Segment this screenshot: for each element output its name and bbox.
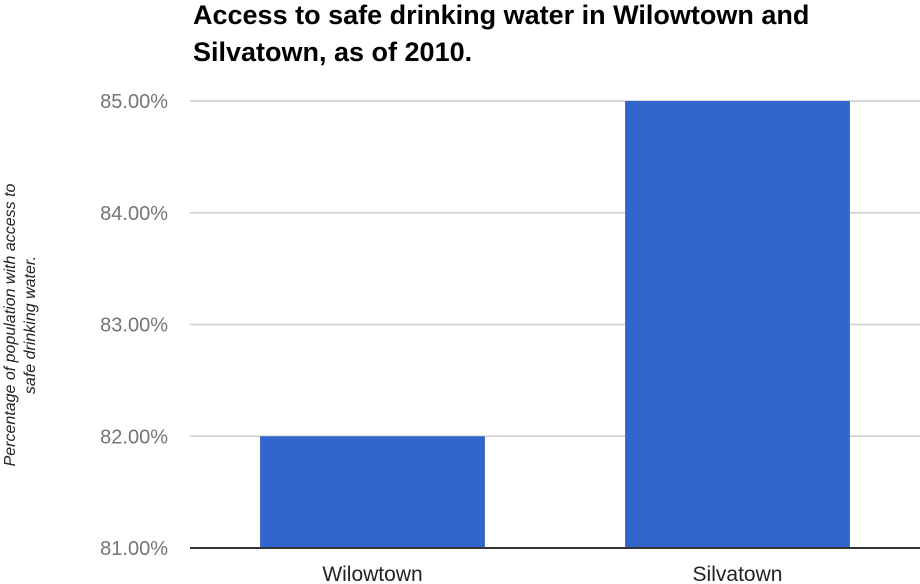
y-tick-label: 84.00% — [100, 203, 168, 225]
y-axis-label-line-1: Percentage of population with access to — [2, 183, 19, 466]
bars — [260, 101, 850, 548]
chart-title-line-1: Access to safe drinking water in Wilowto… — [193, 0, 809, 30]
y-tick-label: 83.00% — [100, 315, 168, 337]
bar — [625, 101, 850, 548]
y-tick-label: 85.00% — [100, 91, 168, 113]
y-axis-label-line-2: safe drinking water. — [22, 256, 39, 394]
x-tick-label: Wilowtown — [322, 563, 422, 584]
y-tick-label: 82.00% — [100, 426, 168, 448]
y-tick-labels: 81.00% 82.00% 83.00% 84.00% 85.00% — [100, 91, 168, 560]
bar — [260, 436, 485, 548]
chart-title-line-2: Silvatown, as of 2010. — [193, 37, 472, 67]
x-tick-label: Silvatown — [693, 563, 783, 584]
x-tick-labels: Wilowtown Silvatown — [322, 563, 782, 584]
y-tick-label: 81.00% — [100, 538, 168, 560]
y-axis-label: Percentage of population with access to … — [2, 183, 39, 466]
